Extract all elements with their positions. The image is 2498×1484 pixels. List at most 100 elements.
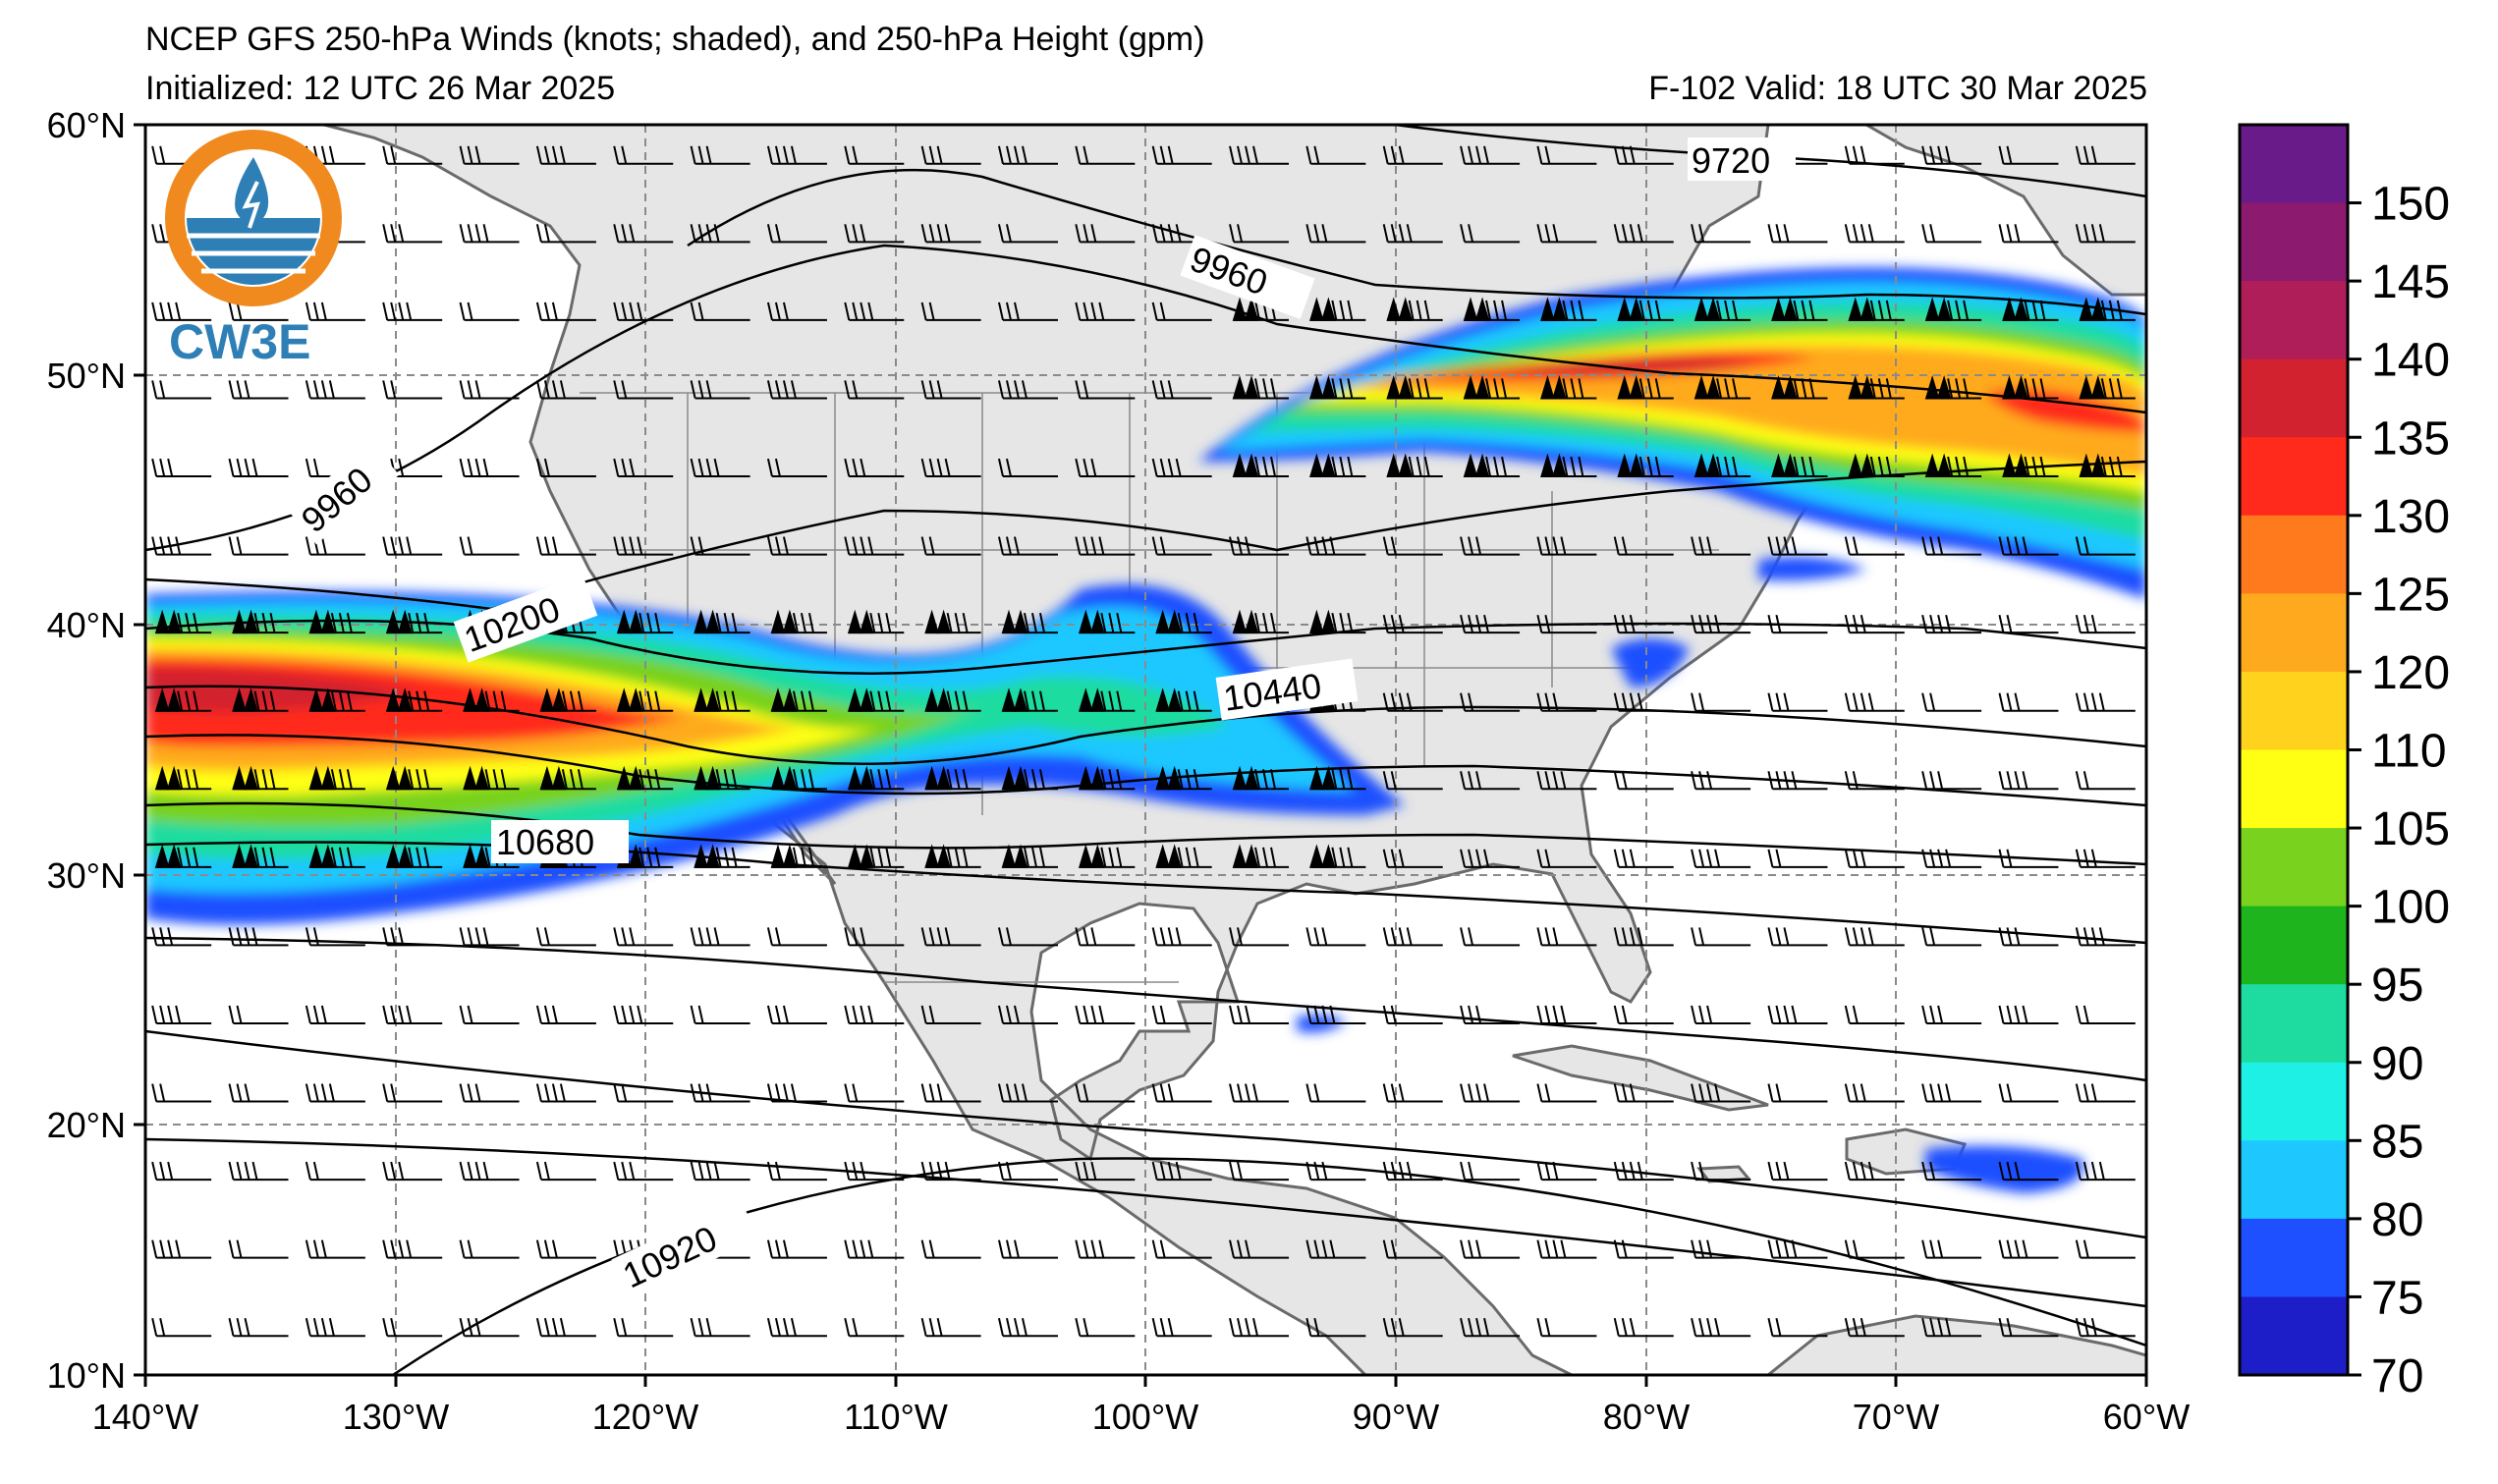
wind-barb [1151,1005,1212,1024]
colorbar-segment [2240,671,2348,750]
wind-barb [1460,145,1521,165]
wind-barb [2002,374,2059,400]
wind-barb [1075,1005,1136,1024]
wind-barb [382,224,443,244]
wind-barb [616,609,674,634]
wind-barb [844,145,905,165]
wind-barb [1460,771,1521,791]
wind-barb [920,1318,981,1338]
wind-barb [1844,927,1905,947]
wind-barb [694,609,750,634]
wind-barb [459,1318,520,1338]
wind-barb [1155,844,1212,868]
wind-barb [1613,145,1674,165]
wind-barb [535,458,596,478]
wind-barb [1921,1318,1982,1338]
wind-barb [2075,536,2136,556]
init-time: Initialized: 12 UTC 26 Mar 2025 [145,70,616,107]
wind-barb [1767,536,1828,556]
wind-barb [1536,771,1597,791]
wind-barb [463,687,520,712]
wind-barb [766,1239,827,1259]
wind-barb [1382,614,1443,634]
wind-barb [1613,771,1674,791]
wind-barb [1075,302,1136,321]
wind-barb [382,1161,443,1182]
colorbar-segment [2240,984,2348,1064]
wind-barb [1305,1239,1366,1259]
wind-barb [1693,297,1751,321]
wind-barb [1075,536,1136,556]
wind-barb [690,1161,750,1182]
wind-barb [1844,224,1905,244]
wind-barb [616,765,674,791]
colorbar-segment [2240,515,2348,594]
wind-barb [920,224,981,244]
wind-barb [1613,692,1674,712]
wind-barb [382,380,443,400]
wind-barb [1540,453,1597,478]
wind-barb [1155,609,1212,634]
wind-barb [613,1161,674,1182]
colorbar-segment [2240,593,2348,673]
lat-label-10n: 10°N [47,1355,126,1396]
wind-barb [2075,1318,2136,1338]
wind-barb [1309,609,1366,634]
wind-barb [232,765,289,791]
wind-barb [228,1239,289,1259]
wind-barb [1613,849,1674,868]
colorbar-label: 125 [2371,569,2450,621]
wind-barb [998,224,1058,244]
wind-barb [1151,536,1212,556]
wind-barb [1382,1239,1443,1259]
wind-barb [920,1005,981,1024]
colorbar-segment [2240,828,2348,907]
wind-barb [1460,849,1521,868]
lon-label-110w: 110°W [844,1397,948,1437]
land-jamaica [1696,1165,1752,1183]
colorbar-label: 105 [2371,803,2450,855]
wind-barb [1075,1318,1136,1338]
wind-barb [1691,1005,1751,1024]
wind-barb [1691,927,1751,947]
wind-barb [154,844,212,868]
wind-barb [1998,927,2059,947]
lon-label-90w: 90°W [1353,1397,1439,1437]
wind-barb [305,1005,365,1024]
wind-shading [145,267,2146,1193]
wind-barb [1309,844,1366,868]
wind-barb [847,609,905,634]
lat-label-50n: 50°N [47,356,126,396]
wind-barb [1767,1083,1828,1103]
wind-barb [613,927,674,947]
wind-barb [1460,536,1521,556]
wind-barb [1536,849,1597,868]
colorbar-segment [2240,358,2348,438]
wind-barb [1151,380,1212,400]
wind-barb [1309,765,1366,791]
colorbar-label: 145 [2371,256,2450,308]
wind-barb [1305,145,1366,165]
wind-barb [1998,1083,2059,1103]
wind-barb [1771,297,1828,321]
wind-barb [1771,374,1828,400]
wind-barb [1001,844,1058,868]
wind-barb [1613,1083,1674,1103]
wind-barb [1998,536,2059,556]
wind-barb [920,927,981,947]
wind-barb [382,1083,443,1103]
wind-barb [1536,1161,1597,1182]
wind-barb [535,927,596,947]
colorbar-label: 85 [2371,1116,2423,1168]
wind-barb [539,687,596,712]
wind-barb [924,844,981,868]
wind-barb [920,380,981,400]
wind-barb [844,1318,905,1338]
colorbar-label: 110 [2371,726,2447,778]
wind-barb [694,765,750,791]
wind-barb [382,536,443,556]
cw3e-logo: CW3E [165,130,342,369]
lightning-icon [242,181,260,229]
wind-barb [1767,1161,1828,1182]
wind-barb [1382,771,1443,791]
